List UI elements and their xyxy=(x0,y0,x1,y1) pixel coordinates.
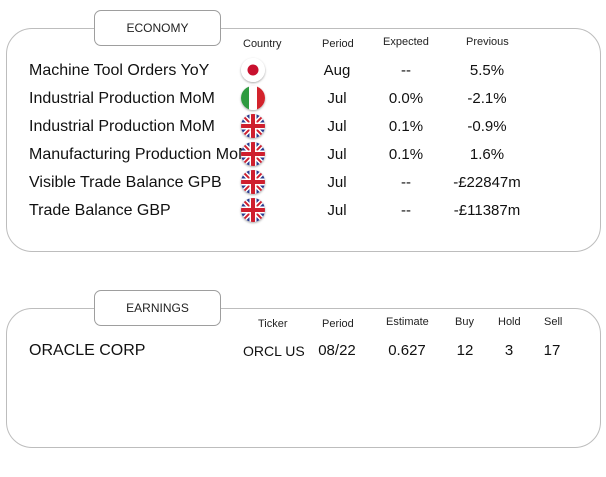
event-previous: -0.9% xyxy=(467,118,507,135)
event-name: Visible Trade Balance GPB xyxy=(29,174,222,191)
event-period: Aug xyxy=(323,62,351,79)
sell-count: 17 xyxy=(543,342,561,359)
event-previous: -£11387m xyxy=(453,202,521,219)
event-expected: -- xyxy=(401,62,411,79)
japan-flag-icon xyxy=(241,58,265,82)
uk-flag-icon xyxy=(241,170,265,194)
earnings-tab[interactable]: EARNINGS xyxy=(94,290,221,326)
event-name: Trade Balance GBP xyxy=(29,202,171,219)
uk-flag-icon xyxy=(241,114,265,138)
hold-count: 3 xyxy=(504,342,514,359)
economy-panel xyxy=(6,28,601,252)
event-name: Manufacturing Production MoM xyxy=(29,146,252,163)
uk-flag-icon xyxy=(241,198,265,222)
event-previous: 1.6% xyxy=(469,146,505,163)
event-previous: 5.5% xyxy=(469,62,505,79)
event-name: Industrial Production MoM xyxy=(29,90,215,107)
buy-count: 12 xyxy=(456,342,474,359)
earnings-header-hold: Hold xyxy=(498,316,521,328)
company-name: ORACLE CORP xyxy=(29,342,146,359)
event-previous: -£22847m xyxy=(453,174,521,191)
event-expected: -- xyxy=(401,174,411,191)
event-name: Machine Tool Orders YoY xyxy=(29,62,210,79)
event-period: Jul xyxy=(327,118,347,135)
earnings-header-sell: Sell xyxy=(544,316,563,328)
event-expected: 0.1% xyxy=(388,146,424,163)
earnings-panel xyxy=(6,308,601,448)
event-expected: 0.1% xyxy=(388,118,424,135)
economy-header-previous: Previous xyxy=(466,36,509,48)
earnings-header-period: Period xyxy=(322,318,354,330)
event-expected: -- xyxy=(401,202,411,219)
economy-header-country: Country xyxy=(243,38,282,50)
economy-tab[interactable]: ECONOMY xyxy=(94,10,221,46)
event-expected: 0.0% xyxy=(388,90,424,107)
company-ticker: ORCL US xyxy=(243,343,305,359)
event-previous: -2.1% xyxy=(467,90,507,107)
event-period: Jul xyxy=(327,202,347,219)
event-period: Jul xyxy=(327,174,347,191)
earnings-header-ticker: Ticker xyxy=(258,318,288,330)
event-period: Jul xyxy=(327,146,347,163)
earnings-header-estimate: Estimate xyxy=(386,316,429,328)
italy-flag-icon xyxy=(241,86,265,110)
event-period: Jul xyxy=(327,90,347,107)
earnings-estimate: 0.627 xyxy=(388,342,426,359)
earnings-header-buy: Buy xyxy=(455,316,474,328)
economy-header-expected: Expected xyxy=(383,36,429,48)
earnings-period: 08/22 xyxy=(318,342,356,359)
event-name: Industrial Production MoM xyxy=(29,118,215,135)
economy-header-period: Period xyxy=(322,38,354,50)
uk-flag-icon xyxy=(241,142,265,166)
